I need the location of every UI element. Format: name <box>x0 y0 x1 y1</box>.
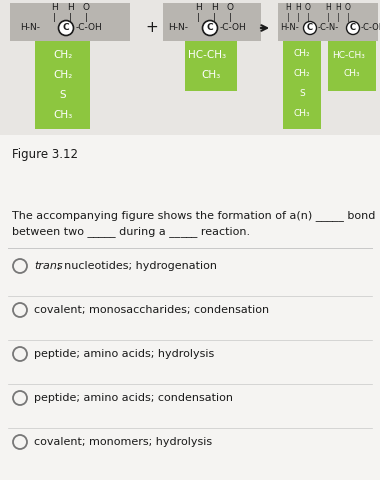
FancyBboxPatch shape <box>185 41 237 91</box>
Circle shape <box>59 21 73 36</box>
FancyBboxPatch shape <box>10 3 130 41</box>
Text: O: O <box>226 3 233 12</box>
Text: C: C <box>307 24 313 33</box>
Text: The accompanying figure shows the formation of a(n) _____ bond: The accompanying figure shows the format… <box>12 210 375 221</box>
FancyBboxPatch shape <box>328 41 376 91</box>
Text: CH₂: CH₂ <box>53 50 72 60</box>
Text: -C-OH: -C-OH <box>361 24 380 33</box>
Text: CH₂: CH₂ <box>294 48 310 58</box>
Text: H: H <box>66 3 73 12</box>
Text: H: H <box>335 3 341 12</box>
Text: CH₃: CH₃ <box>294 108 310 118</box>
Text: HC-CH₃: HC-CH₃ <box>188 50 226 60</box>
FancyBboxPatch shape <box>35 41 90 129</box>
Text: -C-N-: -C-N- <box>318 24 339 33</box>
Text: |: | <box>84 13 87 23</box>
Text: HC-CH₃: HC-CH₃ <box>332 50 366 60</box>
Text: |: | <box>347 13 349 23</box>
Text: C: C <box>63 24 69 33</box>
Text: |: | <box>68 13 71 23</box>
FancyBboxPatch shape <box>278 3 378 41</box>
Text: peptide; amino acids; hydrolysis: peptide; amino acids; hydrolysis <box>34 349 214 359</box>
Text: H: H <box>51 3 57 12</box>
Text: |: | <box>52 13 55 23</box>
Text: H-N-: H-N- <box>280 24 299 33</box>
Text: CH₃: CH₃ <box>201 70 221 80</box>
Circle shape <box>347 22 359 35</box>
Text: H: H <box>325 3 331 12</box>
Text: +: + <box>146 21 158 36</box>
Text: CH₂: CH₂ <box>53 70 72 80</box>
Text: between two _____ during a _____ reaction.: between two _____ during a _____ reactio… <box>12 226 250 237</box>
Text: H: H <box>195 3 201 12</box>
Text: trans: trans <box>34 261 63 271</box>
Text: covalent; monomers; hydrolysis: covalent; monomers; hydrolysis <box>34 437 212 447</box>
Text: peptide; amino acids; condensation: peptide; amino acids; condensation <box>34 393 233 403</box>
Text: O: O <box>345 3 351 12</box>
FancyBboxPatch shape <box>163 3 261 41</box>
Text: |: | <box>212 13 215 23</box>
Text: C: C <box>350 24 356 33</box>
Text: covalent; monosaccharides; condensation: covalent; monosaccharides; condensation <box>34 305 269 315</box>
Text: ; nucleotides; hydrogenation: ; nucleotides; hydrogenation <box>57 261 217 271</box>
Text: |: | <box>327 13 329 23</box>
Text: -C-OH: -C-OH <box>76 24 103 33</box>
Text: C: C <box>207 24 213 33</box>
Text: S: S <box>59 90 66 100</box>
Text: |: | <box>196 13 200 23</box>
FancyBboxPatch shape <box>0 135 380 480</box>
Text: H-N-: H-N- <box>168 24 188 33</box>
Text: H: H <box>211 3 217 12</box>
Text: CH₂: CH₂ <box>294 69 310 77</box>
Text: |: | <box>287 13 289 23</box>
Text: |: | <box>228 13 231 23</box>
Text: H-N-: H-N- <box>20 24 40 33</box>
Text: |: | <box>307 13 309 23</box>
Circle shape <box>304 22 317 35</box>
Text: -C-OH: -C-OH <box>220 24 247 33</box>
Text: O: O <box>82 3 90 12</box>
Text: |: | <box>297 13 299 23</box>
Text: S: S <box>299 88 305 97</box>
Circle shape <box>203 21 217 36</box>
Text: CH₃: CH₃ <box>53 110 72 120</box>
Text: |: | <box>337 13 339 23</box>
Text: CH₃: CH₃ <box>344 70 360 79</box>
Text: H: H <box>295 3 301 12</box>
Text: H: H <box>285 3 291 12</box>
FancyBboxPatch shape <box>283 41 321 129</box>
Text: Figure 3.12: Figure 3.12 <box>12 148 78 161</box>
Text: O: O <box>305 3 311 12</box>
